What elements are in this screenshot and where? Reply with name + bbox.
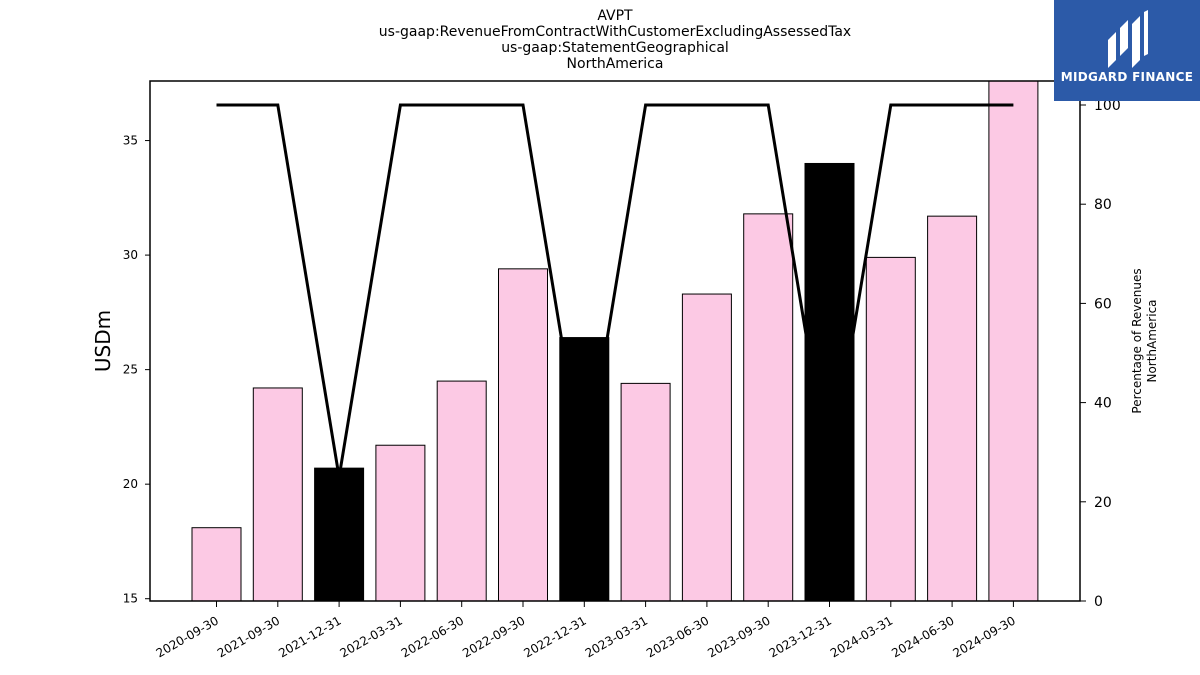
x-tick-label-2023-03-31: 2023-03-31 — [583, 613, 650, 660]
bar-2024-06-30 — [927, 215, 978, 602]
percentage-line-path — [216, 103, 1014, 478]
y-tick-label-35: 35 — [123, 134, 138, 148]
x-tick-label-2021-09-30: 2021-09-30 — [215, 613, 282, 660]
bar-2023-06-30 — [681, 293, 732, 602]
bar-2024-09-30 — [988, 80, 1039, 602]
bar-2023-03-31 — [620, 382, 671, 602]
y-tick-label-20: 20 — [123, 477, 138, 491]
brand-logo: MIDGARD FINANCE — [1054, 0, 1200, 101]
y2-tick-label-100: 100 — [1094, 98, 1121, 114]
bar-2023-12-31 — [804, 162, 855, 602]
bar-2024-03-31 — [865, 256, 916, 602]
x-tick-label-2020-09-30: 2020-09-30 — [154, 613, 221, 660]
bar-2021-12-31 — [314, 467, 365, 602]
y2-tick-label-20: 20 — [1094, 495, 1112, 511]
x-tick-label-2023-12-31: 2023-12-31 — [767, 613, 834, 660]
y2-tick-label-60: 60 — [1094, 296, 1112, 312]
title-line-1: us-gaap:RevenueFromContractWithCustomerE… — [379, 24, 851, 40]
chart-title: AVPTus-gaap:RevenueFromContractWithCusto… — [379, 8, 851, 72]
bars — [191, 80, 1039, 602]
x-tick-label-2023-09-30: 2023-09-30 — [705, 613, 772, 660]
x-tick-label-2023-06-30: 2023-06-30 — [644, 613, 711, 660]
midgard-logo-icon — [1108, 10, 1148, 68]
bar-2022-09-30 — [498, 268, 548, 602]
bar-2020-09-30 — [191, 527, 242, 602]
y-axis-ticks: 15 20 25 30 35 — [123, 134, 150, 606]
title-line-0: AVPT — [597, 8, 633, 24]
y2-axis-ticks: 0 20 40 60 80 100 — [1080, 98, 1121, 610]
y2-tick-label-80: 80 — [1094, 197, 1112, 213]
bar-2021-09-30 — [252, 387, 303, 602]
title-line-2: us-gaap:StatementGeographical — [501, 40, 729, 56]
plot-frame — [149, 80, 1081, 602]
x-tick-label-2022-09-30: 2022-09-30 — [460, 613, 527, 660]
bar-2023-09-30 — [743, 213, 794, 602]
x-tick-label-2022-03-31: 2022-03-31 — [337, 613, 404, 660]
x-tick-label-2024-09-30: 2024-09-30 — [950, 613, 1017, 660]
y2-axis-label-line-1: NorthAmerica — [1145, 299, 1159, 382]
percentage-line — [216, 103, 1014, 478]
x-tick-label-2024-03-31: 2024-03-31 — [828, 613, 895, 660]
x-tick-label-2021-12-31: 2021-12-31 — [276, 613, 343, 660]
x-tick-label-2024-06-30: 2024-06-30 — [889, 613, 956, 660]
x-tick-label-2022-06-30: 2022-06-30 — [399, 613, 466, 660]
x-tick-label-2022-12-31: 2022-12-31 — [521, 613, 588, 660]
y-tick-label-15: 15 — [123, 592, 138, 606]
y2-axis-label-line-0: Percentage of Revenues — [1130, 268, 1144, 413]
x-axis-ticks: 2020-09-302021-09-302021-12-312022-03-31… — [154, 601, 1018, 660]
bar-2022-03-31 — [375, 444, 426, 602]
logo-text: MIDGARD FINANCE — [1060, 70, 1194, 84]
y-tick-label-25: 25 — [123, 363, 138, 377]
bar-2022-06-30 — [436, 380, 487, 602]
y2-axis-label: Percentage of Revenues NorthAmerica — [1130, 268, 1159, 413]
title-line-3: NorthAmerica — [567, 56, 664, 72]
y-axis-label: USDm — [91, 310, 115, 372]
y2-tick-label-0: 0 — [1094, 594, 1103, 610]
y-tick-label-30: 30 — [123, 248, 138, 262]
y2-tick-label-40: 40 — [1094, 396, 1112, 412]
